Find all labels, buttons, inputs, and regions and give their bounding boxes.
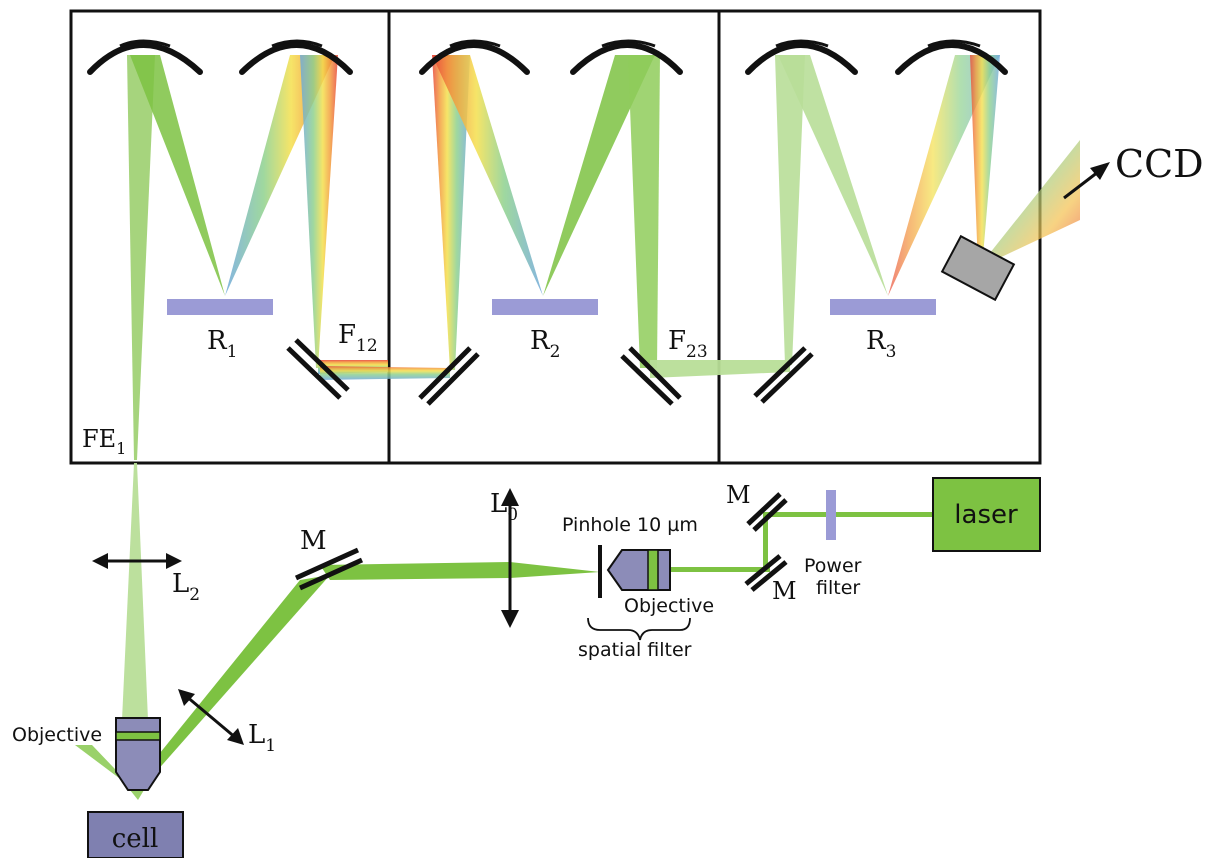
cell-label: cell	[112, 824, 159, 854]
objective-spatial-label: Objective	[624, 595, 714, 617]
stage-2-beams	[320, 55, 660, 380]
mirror-stage3-left	[745, 39, 858, 75]
power-filter-label-2: filter	[816, 577, 860, 599]
objective-cell-label: Objective	[12, 724, 102, 746]
objective-cell	[115, 717, 161, 791]
spherical-mirrors	[87, 39, 1008, 75]
pinhole-label: Pinhole 10 µm	[562, 514, 698, 536]
r3-label: R3	[866, 326, 896, 362]
laser-label: laser	[954, 500, 1018, 530]
f23-label: F23	[668, 326, 708, 362]
cell-box	[87, 811, 184, 858]
mirror-stage1-right	[239, 39, 353, 75]
l2-label: L2	[172, 569, 200, 605]
mirror-m-left	[294, 547, 364, 591]
r2-label: R2	[530, 326, 560, 362]
f12-label: F12	[338, 320, 378, 356]
lens-l2	[92, 553, 182, 569]
fe1-label: FE1	[82, 425, 126, 458]
lens-l1	[178, 689, 244, 745]
mirror-m-right-bottom	[744, 554, 788, 592]
stage-1-beams	[127, 55, 388, 460]
mirror-m-right-top	[746, 492, 788, 532]
ccd-label: CCD	[1115, 142, 1204, 186]
grating-r3	[830, 299, 936, 315]
grating-r2	[492, 299, 598, 315]
mirror-stage3-right	[895, 39, 1008, 75]
flat-mirror-stage2-left	[418, 346, 480, 406]
laser-box	[932, 477, 1041, 552]
flat-mirrors-spectrometer	[286, 338, 814, 406]
spectrometer-stages	[69, 9, 1042, 465]
m-left-label: M	[300, 526, 327, 556]
m-right-top-label: M	[726, 481, 751, 509]
r1-label: R1	[207, 326, 237, 362]
stage-1-frame	[69, 9, 391, 465]
excitation-beams	[75, 463, 935, 800]
power-filter	[826, 490, 836, 540]
mirror-stage2-left	[419, 39, 530, 75]
spatial-filter-brace	[587, 617, 691, 641]
l0-label: L0	[490, 489, 518, 525]
flat-mirror-stage2-right	[620, 346, 682, 406]
grating-r1	[167, 299, 273, 315]
stage-3-beams	[650, 55, 1080, 378]
mirror-stage1-left	[87, 39, 203, 75]
power-filter-label-1: Power	[804, 555, 862, 577]
spatial-filter-label: spatial filter	[578, 639, 692, 661]
flat-mirror-stage3	[753, 346, 814, 404]
ccd-detector	[940, 234, 1016, 302]
l1-label: L1	[248, 720, 276, 756]
lens-l0	[501, 488, 519, 628]
flat-mirror-stage1	[286, 338, 350, 400]
m-right-bottom-label: M	[772, 577, 797, 605]
ccd-arrow	[1063, 162, 1110, 200]
objective-spatial-filter	[606, 549, 671, 591]
mirror-stage2-right	[570, 39, 683, 75]
